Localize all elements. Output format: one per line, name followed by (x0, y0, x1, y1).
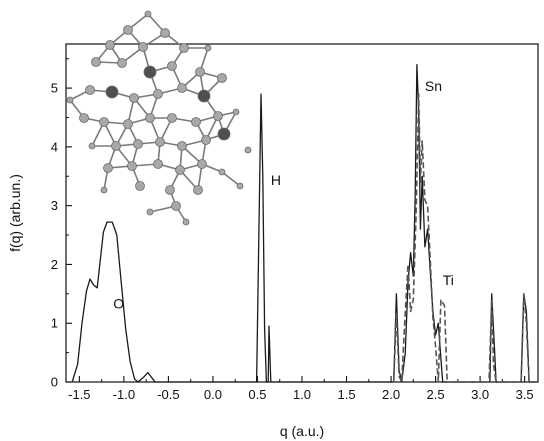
annotation-label: Ti (443, 272, 454, 288)
atom (146, 208, 154, 216)
atom (155, 137, 165, 147)
x-tick-label: 2.0 (382, 387, 400, 402)
atom (197, 159, 207, 169)
atom (213, 111, 223, 121)
y-axis-ticks: 0 1 2 3 4 5 (51, 58, 72, 390)
atom (123, 25, 133, 35)
atom (201, 135, 211, 145)
atom (123, 119, 133, 129)
atom (127, 161, 137, 171)
atom (218, 168, 226, 176)
molecular-cluster-inset (66, 10, 252, 226)
x-tick-label: 0.0 (204, 387, 222, 402)
x-tick-label: -0.5 (157, 387, 179, 402)
atom (177, 141, 187, 151)
y-tick-label: 5 (51, 81, 58, 96)
metal-atom (143, 65, 157, 79)
atom (144, 10, 152, 18)
x-tick-label: -1.5 (68, 387, 90, 402)
bond (221, 171, 241, 187)
series-dashed-line (392, 93, 530, 383)
atom (167, 113, 177, 123)
x-tick-label: 1.5 (337, 387, 355, 402)
metal-atom (217, 127, 231, 141)
atom (193, 185, 203, 195)
annotation-label: Sn (425, 78, 442, 94)
atom (100, 186, 108, 194)
x-tick-label: 3.5 (516, 387, 534, 402)
atom (160, 28, 170, 38)
x-axis-ticks: -1.5 -1.0 -0.5 0.0 0.5 1.0 1.5 2.0 2.5 3.0 3.5 (68, 376, 534, 402)
y-tick-label: 0 (51, 375, 58, 390)
atom (79, 113, 89, 123)
atom (88, 142, 96, 150)
atom (236, 182, 244, 190)
atom (232, 108, 240, 116)
atom (204, 44, 212, 52)
atom (217, 73, 227, 83)
atom (66, 96, 74, 104)
atom (191, 117, 201, 127)
atom (103, 163, 113, 173)
series-solid-line (71, 63, 537, 383)
atom (129, 93, 139, 103)
metal-atom (197, 89, 211, 103)
plot-area (65, 43, 539, 383)
y-tick-label: 1 (51, 316, 58, 331)
x-tick-label: 2.5 (427, 387, 445, 402)
atom (111, 141, 121, 151)
atom (177, 83, 187, 93)
atom (179, 43, 189, 53)
x-tick-label: 3.0 (471, 387, 489, 402)
y-axis-title: f(q) (arb.un.) (7, 174, 23, 252)
atom (138, 42, 148, 52)
atom (133, 139, 143, 149)
atom (165, 185, 175, 195)
atom (99, 117, 109, 127)
atom (167, 61, 177, 71)
y-tick-label: 3 (51, 198, 58, 213)
atom (85, 85, 95, 95)
x-tick-label: 0.5 (248, 387, 266, 402)
annotation-label: O (113, 296, 124, 312)
atom (244, 146, 252, 154)
annotations: O H Sn Ti (113, 78, 454, 311)
y-tick-label: 4 (51, 139, 58, 154)
x-tick-label: 1.0 (293, 387, 311, 402)
x-axis-title: q (a.u.) (280, 423, 324, 439)
atom (195, 67, 205, 77)
atom (91, 57, 101, 67)
y-tick-label: 2 (51, 257, 58, 272)
atom (117, 58, 127, 68)
atom (182, 218, 190, 226)
atom (135, 181, 145, 191)
annotation-label: H (271, 172, 281, 188)
atom (175, 165, 185, 175)
x-tick-label: -1.0 (113, 387, 135, 402)
atom (153, 89, 163, 99)
atom (105, 40, 115, 50)
metal-atom (105, 85, 119, 99)
atom (153, 159, 163, 169)
series-layer (71, 63, 537, 383)
atom (145, 113, 155, 123)
atom (171, 201, 181, 211)
